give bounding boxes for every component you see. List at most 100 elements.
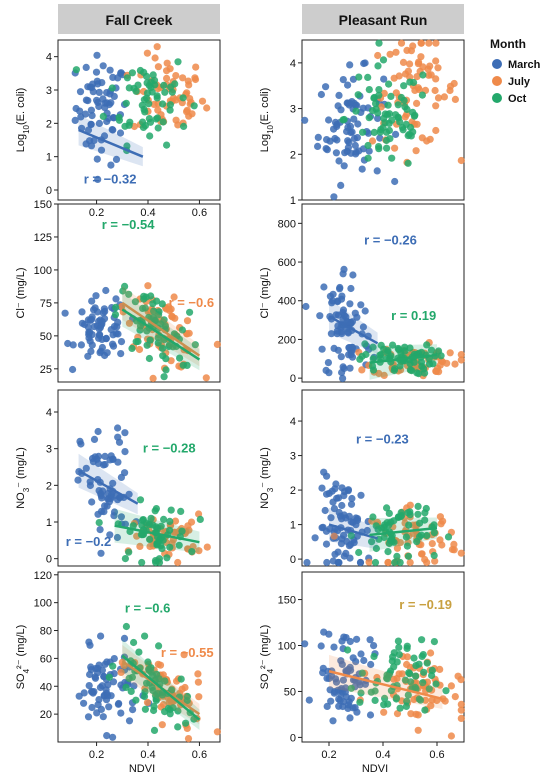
data-point-march — [323, 472, 331, 480]
data-point-march — [345, 344, 353, 352]
x-tick-label: 0.4 — [140, 749, 155, 761]
data-point-july — [454, 672, 462, 680]
data-point-march — [335, 157, 343, 165]
data-point-march — [320, 628, 328, 636]
data-point-march — [121, 429, 129, 437]
data-point-oct — [168, 88, 176, 96]
data-point-march — [69, 341, 77, 349]
data-point-oct — [406, 366, 414, 374]
data-point-july — [184, 522, 192, 530]
data-point-oct — [403, 644, 411, 653]
data-point-oct — [166, 101, 174, 109]
data-point-oct — [430, 529, 438, 537]
data-point-oct — [414, 502, 422, 510]
data-point-march — [115, 438, 124, 446]
data-point-march — [334, 558, 343, 567]
data-point-oct — [430, 638, 438, 646]
data-point-march — [339, 374, 347, 382]
y-tick-label: 0 — [290, 732, 296, 744]
data-point-oct — [145, 100, 153, 108]
y-axis-label: SO4²⁻ (mg/L) — [15, 625, 31, 690]
data-point-march — [117, 350, 125, 358]
data-point-oct — [141, 108, 149, 116]
legend-marker-march — [492, 59, 502, 69]
data-point-oct — [386, 135, 394, 143]
data-point-oct — [397, 508, 405, 517]
data-point-oct — [371, 687, 379, 695]
data-point-march — [333, 327, 341, 335]
data-point-july — [441, 697, 449, 705]
data-point-march — [107, 161, 115, 169]
data-point-march — [322, 540, 331, 548]
data-point-oct — [146, 132, 154, 140]
data-point-oct — [404, 552, 413, 560]
fit-line-july — [121, 301, 201, 357]
data-point-oct — [427, 346, 436, 354]
data-point-march — [331, 675, 340, 683]
data-point-march — [98, 682, 106, 690]
data-point-oct — [183, 696, 191, 705]
data-point-march — [116, 129, 125, 137]
data-point-march — [351, 141, 359, 150]
data-point-oct — [150, 307, 158, 315]
data-point-march — [318, 345, 326, 353]
y-tick-label: 120 — [34, 570, 52, 582]
y-tick-label: 2 — [46, 480, 52, 492]
y-tick-label: 1 — [46, 517, 52, 529]
data-point-march — [346, 637, 354, 646]
data-point-july — [392, 89, 400, 97]
y-tick-label: 3 — [290, 104, 296, 116]
data-point-march — [82, 464, 90, 472]
panel-5: 0 1 2 3 4 NO3⁻ (mg/L) r = −0.23 — [259, 389, 465, 567]
data-point-oct — [131, 298, 139, 306]
data-point-oct — [387, 687, 395, 695]
data-point-oct — [435, 347, 443, 355]
data-point-march — [80, 320, 89, 329]
data-point-oct — [364, 141, 372, 150]
data-point-july — [358, 366, 366, 374]
y-tick-label: 2 — [290, 149, 296, 161]
data-point-march — [129, 706, 137, 714]
data-point-oct — [141, 632, 149, 640]
y-tick-label: 4 — [290, 58, 296, 70]
data-point-march — [105, 703, 113, 711]
data-point-march — [340, 633, 348, 641]
fit-band-oct — [122, 292, 200, 371]
data-point-march — [330, 643, 338, 651]
data-point-march — [327, 514, 335, 522]
data-point-march — [106, 531, 114, 539]
data-point-july — [159, 701, 168, 709]
data-point-march — [367, 660, 375, 669]
data-point-july — [330, 532, 338, 540]
data-point-march — [314, 133, 322, 141]
data-point-oct — [416, 533, 424, 541]
data-point-oct — [115, 116, 123, 124]
data-point-march — [320, 283, 328, 291]
data-point-july — [172, 96, 180, 104]
data-point-oct — [137, 531, 145, 539]
data-point-march — [97, 490, 105, 498]
data-point-march — [335, 702, 343, 710]
data-point-march — [360, 656, 368, 665]
data-point-oct — [383, 144, 391, 152]
data-point-oct — [371, 696, 379, 705]
y-tick-label: 80 — [40, 626, 52, 638]
data-point-oct — [385, 509, 393, 517]
data-point-july — [125, 319, 133, 327]
data-point-july — [406, 501, 414, 509]
data-point-oct — [128, 69, 136, 77]
data-point-march — [330, 125, 338, 133]
data-point-march — [130, 682, 138, 690]
legend-marker-july — [492, 76, 502, 86]
data-point-july — [432, 102, 440, 110]
data-point-march — [88, 83, 96, 92]
data-point-march — [85, 334, 93, 342]
data-point-oct — [357, 689, 365, 697]
data-point-march — [107, 452, 115, 460]
data-point-july — [180, 651, 188, 659]
data-point-march — [348, 128, 356, 136]
data-point-march — [95, 119, 103, 127]
x-tick-label: 0.2 — [321, 749, 336, 761]
data-point-march — [337, 540, 345, 548]
